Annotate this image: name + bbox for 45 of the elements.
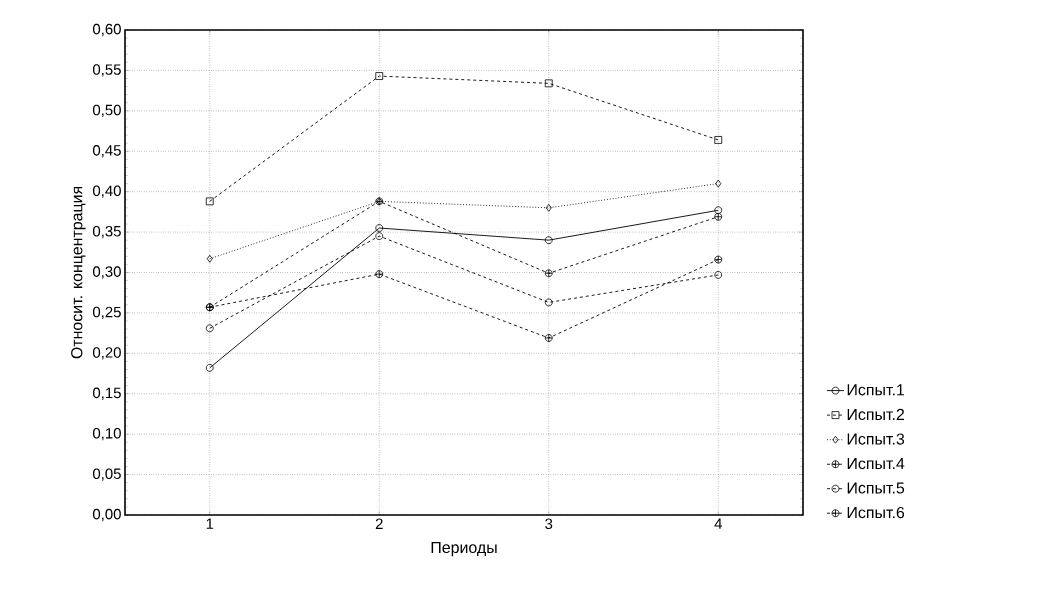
- y-tick-label: 0,05: [92, 468, 121, 481]
- point: [205, 324, 214, 333]
- point: [544, 298, 553, 307]
- y-tick-label: 0,55: [92, 64, 121, 77]
- x-tick-label: 2: [375, 518, 383, 529]
- point: [206, 254, 213, 263]
- y-tick-label: 0,45: [92, 145, 121, 158]
- point: [714, 271, 723, 279]
- y-tick-label: 0,20: [92, 347, 121, 360]
- y-tick-label: 0,35: [92, 225, 121, 239]
- point: [544, 269, 553, 278]
- y-tick-label: 0,60: [92, 23, 121, 37]
- point: [205, 197, 214, 206]
- legend-label: Испыт.4: [847, 458, 905, 470]
- point: [714, 136, 723, 144]
- legend-label: Испыт.1: [847, 384, 905, 396]
- point: [375, 224, 384, 232]
- y-tick-label: 0,00: [92, 508, 121, 522]
- y-axis-title: Относит. концентрация: [71, 186, 86, 359]
- x-tick-label: 3: [545, 518, 553, 530]
- y-tick-label: 0,40: [92, 185, 121, 198]
- y-tick-label: 0,50: [92, 104, 121, 117]
- point: [714, 206, 723, 215]
- point: [375, 270, 384, 278]
- y-tick-label: 0,25: [92, 306, 121, 320]
- legend-label: Испыт.5: [847, 482, 905, 494]
- legend-label: Испыт.6: [847, 506, 905, 519]
- y-tick-label: 0,30: [92, 266, 121, 279]
- point: [545, 203, 552, 212]
- x-axis-title: Периоды: [431, 541, 497, 557]
- x-tick-label: 1: [206, 518, 214, 529]
- point: [544, 236, 553, 245]
- point: [544, 334, 553, 342]
- point: [544, 79, 553, 88]
- point: [714, 255, 723, 264]
- point: [375, 232, 384, 241]
- point: [205, 363, 214, 372]
- x-tick-label: 4: [714, 518, 722, 529]
- y-tick-label: 0,15: [92, 387, 121, 400]
- point: [714, 212, 723, 221]
- legend-label: Испыт.3: [847, 433, 905, 445]
- legend-label: Испыт.2: [847, 408, 905, 421]
- point: [715, 179, 722, 188]
- y-tick-label: 0,10: [92, 427, 121, 441]
- point: [375, 72, 384, 80]
